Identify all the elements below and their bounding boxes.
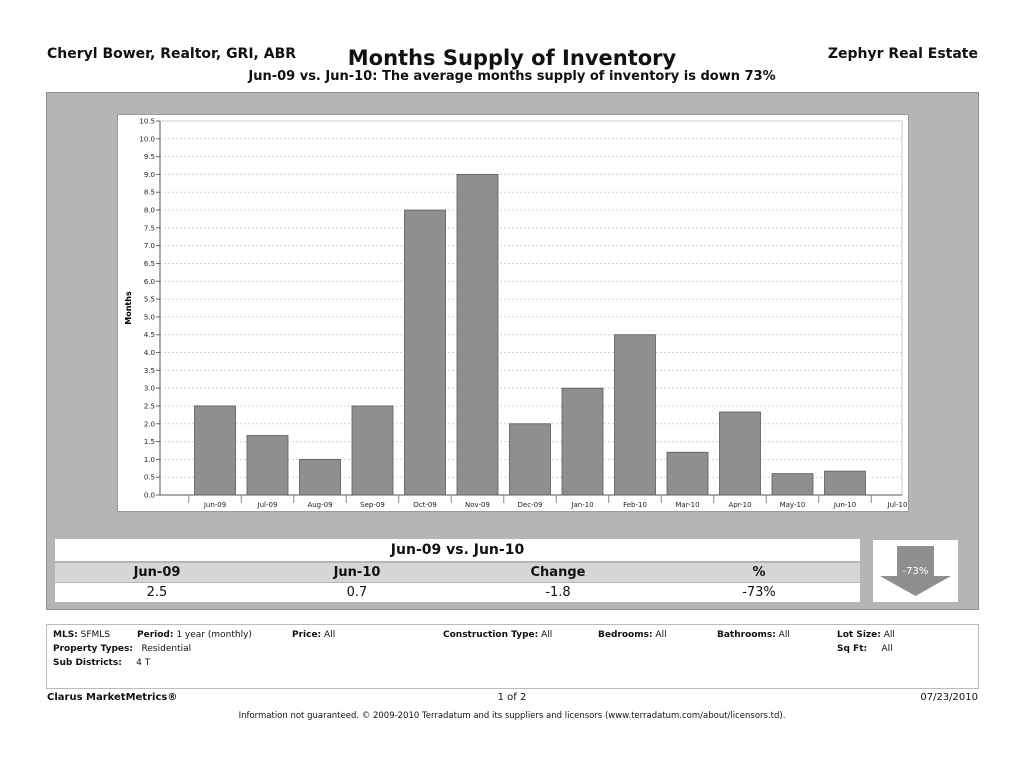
y-axis-label: Months <box>124 291 133 325</box>
comparison-header-row: Jun-09 Jun-10 Change % <box>55 563 860 582</box>
y-tick-label: 2.5 <box>144 402 155 410</box>
bar-sep-09 <box>351 405 394 496</box>
x-tick-label: Feb-10 <box>623 501 647 509</box>
report-subtitle: Jun-09 vs. Jun-10: The average months su… <box>248 69 776 84</box>
bar-jun-09 <box>194 405 236 496</box>
x-tick-label: Apr-10 <box>728 501 751 509</box>
company-name: Zephyr Real Estate <box>827 46 978 62</box>
disclaimer: Information not guaranteed. © 2009-2010 … <box>238 711 786 721</box>
filter-bedrooms: Bedrooms: All <box>598 630 667 640</box>
x-tick-label: Nov-09 <box>465 501 490 509</box>
x-tick-label: Jul-09 <box>257 501 278 509</box>
y-tick-label: 8.5 <box>144 189 155 197</box>
filter-summary: MLS: SFMLS Period: 1 year (monthly) Pric… <box>46 624 979 689</box>
down-arrow-icon <box>880 546 951 596</box>
bar-jul-09 <box>246 435 289 496</box>
y-tick-label: 3.0 <box>144 385 155 393</box>
filter-period: Period: 1 year (monthly) <box>137 630 252 640</box>
value-change: -1.8 <box>545 585 571 600</box>
comparison-table: Jun-09 vs. Jun-10 Jun-09 Jun-10 Change %… <box>55 539 860 603</box>
filter-sq-ft: Sq Ft: All <box>837 644 893 654</box>
y-tick-label: 6.0 <box>144 278 155 286</box>
bar-may-10 <box>771 473 814 496</box>
y-tick-label: 0.0 <box>144 492 155 500</box>
y-tick-label: 4.5 <box>144 331 155 339</box>
value-percent: -73% <box>742 585 776 600</box>
y-tick-label: 1.0 <box>144 456 155 464</box>
y-tick-label: 8.0 <box>144 207 155 215</box>
y-tick-label: 3.5 <box>144 367 155 375</box>
bar-apr-10 <box>719 411 761 496</box>
bar-oct-09 <box>404 209 446 496</box>
comparison-title: Jun-09 vs. Jun-10 <box>55 539 860 561</box>
bar-dec-09 <box>509 423 551 496</box>
filter-mls: MLS: SFMLS <box>53 630 111 640</box>
change-badge: -73% <box>873 540 958 602</box>
value-jun-10: 0.7 <box>346 585 368 600</box>
change-badge-label: -73% <box>902 566 929 577</box>
y-tick-label: 9.5 <box>144 153 155 161</box>
y-tick-label: 10.5 <box>139 118 155 126</box>
bar-aug-09 <box>299 458 341 496</box>
bar-feb-10 <box>614 334 656 496</box>
value-jun-09: 2.5 <box>146 585 168 600</box>
y-tick-label: 7.5 <box>144 224 155 232</box>
page-number: 1 of 2 <box>497 692 527 703</box>
y-tick-label: 7.0 <box>144 242 155 250</box>
y-tick-label: 6.5 <box>144 260 155 268</box>
x-tick-label: Mar-10 <box>675 501 699 509</box>
x-tick-label: Jul-10 <box>887 501 908 509</box>
bar-jan-10 <box>561 387 604 496</box>
x-tick-label: Jun-09 <box>203 501 226 509</box>
y-tick-label: 0.5 <box>144 474 155 482</box>
comparison-value-row: 2.5 0.7 -1.8 -73% <box>55 583 860 602</box>
header-jun-09: Jun-09 <box>133 565 181 580</box>
bar-nov-09 <box>456 174 499 496</box>
filter-construction: Construction Type: All <box>443 630 553 640</box>
filter-lot-size: Lot Size: All <box>837 630 895 640</box>
bar-jun-10 <box>824 470 866 496</box>
filter-property-types: Property Types: Residential <box>53 644 192 654</box>
header-change: Change <box>530 565 586 580</box>
header-percent: % <box>752 565 766 580</box>
y-tick-label: 9.0 <box>144 171 155 179</box>
x-tick-label: Dec-09 <box>518 501 543 509</box>
x-tick-label: Sep-09 <box>360 501 385 509</box>
y-tick-label: 1.5 <box>144 438 155 446</box>
footer-brand: Clarus MarketMetrics® <box>47 692 178 703</box>
filter-sub-districts: Sub Districts: 4 T <box>53 658 151 668</box>
y-tick-label: 2.0 <box>144 420 155 428</box>
x-tick-label: May-10 <box>780 501 806 509</box>
x-tick-label: Aug-09 <box>307 501 332 509</box>
bar-mar-10 <box>666 451 709 496</box>
y-tick-label: 5.0 <box>144 313 155 321</box>
filter-bathrooms: Bathrooms: All <box>717 630 790 640</box>
x-tick-label: Jun-10 <box>833 501 856 509</box>
y-tick-label: 5.5 <box>144 296 155 304</box>
filter-price: Price: All <box>292 630 336 640</box>
y-tick-label: 10.0 <box>139 135 155 143</box>
report-title: Months Supply of Inventory <box>347 46 677 70</box>
x-tick-label: Jan-10 <box>570 501 593 509</box>
x-tick-label: Oct-09 <box>413 501 437 509</box>
y-tick-label: 4.0 <box>144 349 155 357</box>
header-jun-10: Jun-10 <box>333 565 381 580</box>
agent-name: Cheryl Bower, Realtor, GRI, ABR <box>47 46 297 62</box>
bar-chart: 0.0 0.5 1.0 1.5 2.0 2.5 3.0 3.5 4.0 4.5 5.0 5.5 6.0 6… <box>124 118 908 510</box>
report-date: 07/23/2010 <box>920 692 978 703</box>
